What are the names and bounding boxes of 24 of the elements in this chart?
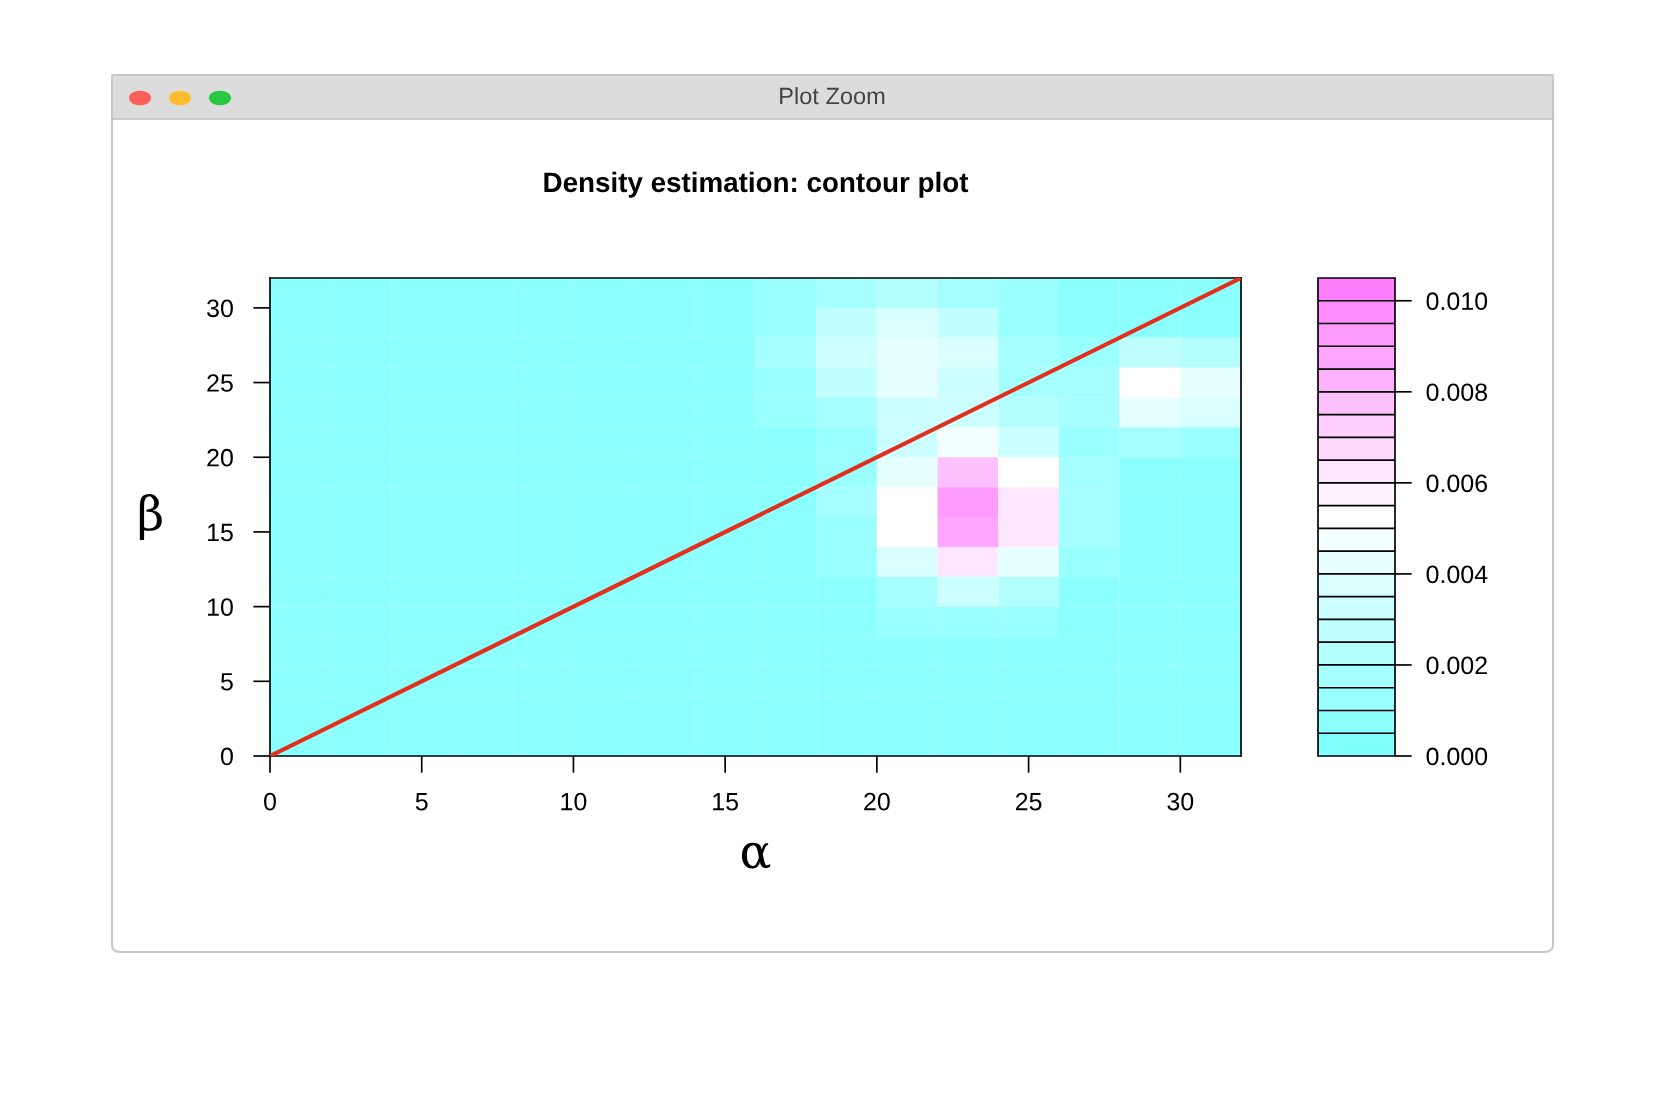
- x-axis-title: α: [741, 842, 771, 869]
- y-tick-label: 15: [207, 523, 233, 542]
- x-tick-label: 15: [713, 793, 739, 811]
- x-tick-label: 30: [1167, 792, 1194, 811]
- y-tick-label: 5: [220, 673, 233, 691]
- y-tick-label: 10: [207, 598, 233, 616]
- y-tick-label: 25: [207, 374, 233, 392]
- y-tick-label: 30: [207, 299, 233, 318]
- color-bar-label: 0.002: [1426, 656, 1487, 675]
- chart-title: Density estimation: contour plot: [544, 171, 969, 198]
- x-tick-label: 0: [264, 792, 276, 811]
- color-bar-label: 0.006: [1426, 474, 1488, 493]
- color-bar-label: 0.000: [1426, 747, 1488, 766]
- text: Plot Zoom: [780, 87, 885, 105]
- color-bar-label: 0.004: [1426, 565, 1488, 584]
- x-tick-label: 5: [415, 793, 428, 811]
- y-tick-label: 0: [220, 747, 233, 766]
- y-tick-label: 20: [207, 448, 233, 467]
- y-axis-title: β: [139, 494, 162, 540]
- x-tick-label: 20: [864, 792, 890, 811]
- color-bar-label: 0.010: [1426, 292, 1488, 311]
- x-tick-label: 25: [1015, 792, 1042, 811]
- color-bar-label: 0.008: [1426, 383, 1488, 402]
- x-tick-label: 10: [561, 792, 587, 811]
